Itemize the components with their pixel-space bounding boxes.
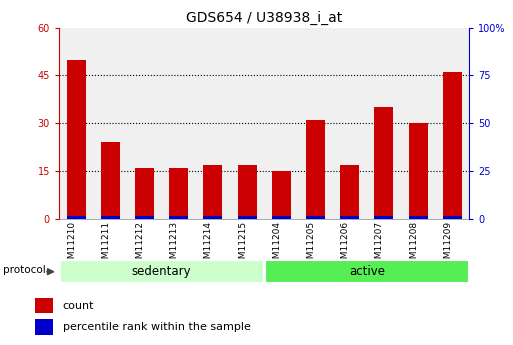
Bar <box>169 168 188 219</box>
Text: GSM11212: GSM11212 <box>135 221 145 270</box>
Text: GSM11207: GSM11207 <box>375 221 384 270</box>
Text: GSM11211: GSM11211 <box>101 221 110 270</box>
Bar <box>60 260 264 283</box>
Bar <box>443 72 462 219</box>
Bar <box>135 216 154 219</box>
Text: GSM11206: GSM11206 <box>341 221 350 270</box>
Bar <box>35 319 53 335</box>
Bar <box>340 216 359 219</box>
Bar <box>272 171 291 219</box>
Text: GSM11204: GSM11204 <box>272 221 281 270</box>
Bar <box>443 216 462 219</box>
Bar <box>169 216 188 219</box>
Bar <box>204 165 222 219</box>
Text: GSM11209: GSM11209 <box>443 221 452 270</box>
Bar <box>238 165 256 219</box>
Text: percentile rank within the sample: percentile rank within the sample <box>63 322 250 332</box>
Bar <box>67 216 86 219</box>
Text: count: count <box>63 301 94 311</box>
Bar <box>67 59 86 219</box>
Bar <box>238 216 256 219</box>
Bar <box>306 216 325 219</box>
Bar <box>135 168 154 219</box>
Text: GSM11208: GSM11208 <box>409 221 418 270</box>
Bar <box>101 142 120 219</box>
Bar <box>374 216 393 219</box>
Text: protocol: protocol <box>3 265 46 275</box>
Bar <box>35 298 53 313</box>
Bar <box>272 216 291 219</box>
Title: GDS654 / U38938_i_at: GDS654 / U38938_i_at <box>186 11 342 25</box>
Text: GSM11210: GSM11210 <box>67 221 76 270</box>
Bar <box>101 216 120 219</box>
Bar <box>265 260 469 283</box>
Bar <box>409 216 427 219</box>
Text: sedentary: sedentary <box>132 265 191 278</box>
Text: active: active <box>349 265 385 278</box>
Text: GSM11214: GSM11214 <box>204 221 213 270</box>
Text: GSM11215: GSM11215 <box>238 221 247 270</box>
Text: GSM11213: GSM11213 <box>170 221 179 270</box>
Text: GSM11205: GSM11205 <box>306 221 315 270</box>
Bar <box>374 107 393 219</box>
Bar <box>409 123 427 219</box>
Bar <box>340 165 359 219</box>
Bar <box>204 216 222 219</box>
Bar <box>306 120 325 219</box>
